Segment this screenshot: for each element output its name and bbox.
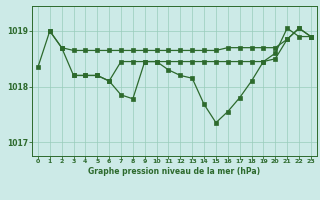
X-axis label: Graphe pression niveau de la mer (hPa): Graphe pression niveau de la mer (hPa) xyxy=(88,167,260,176)
